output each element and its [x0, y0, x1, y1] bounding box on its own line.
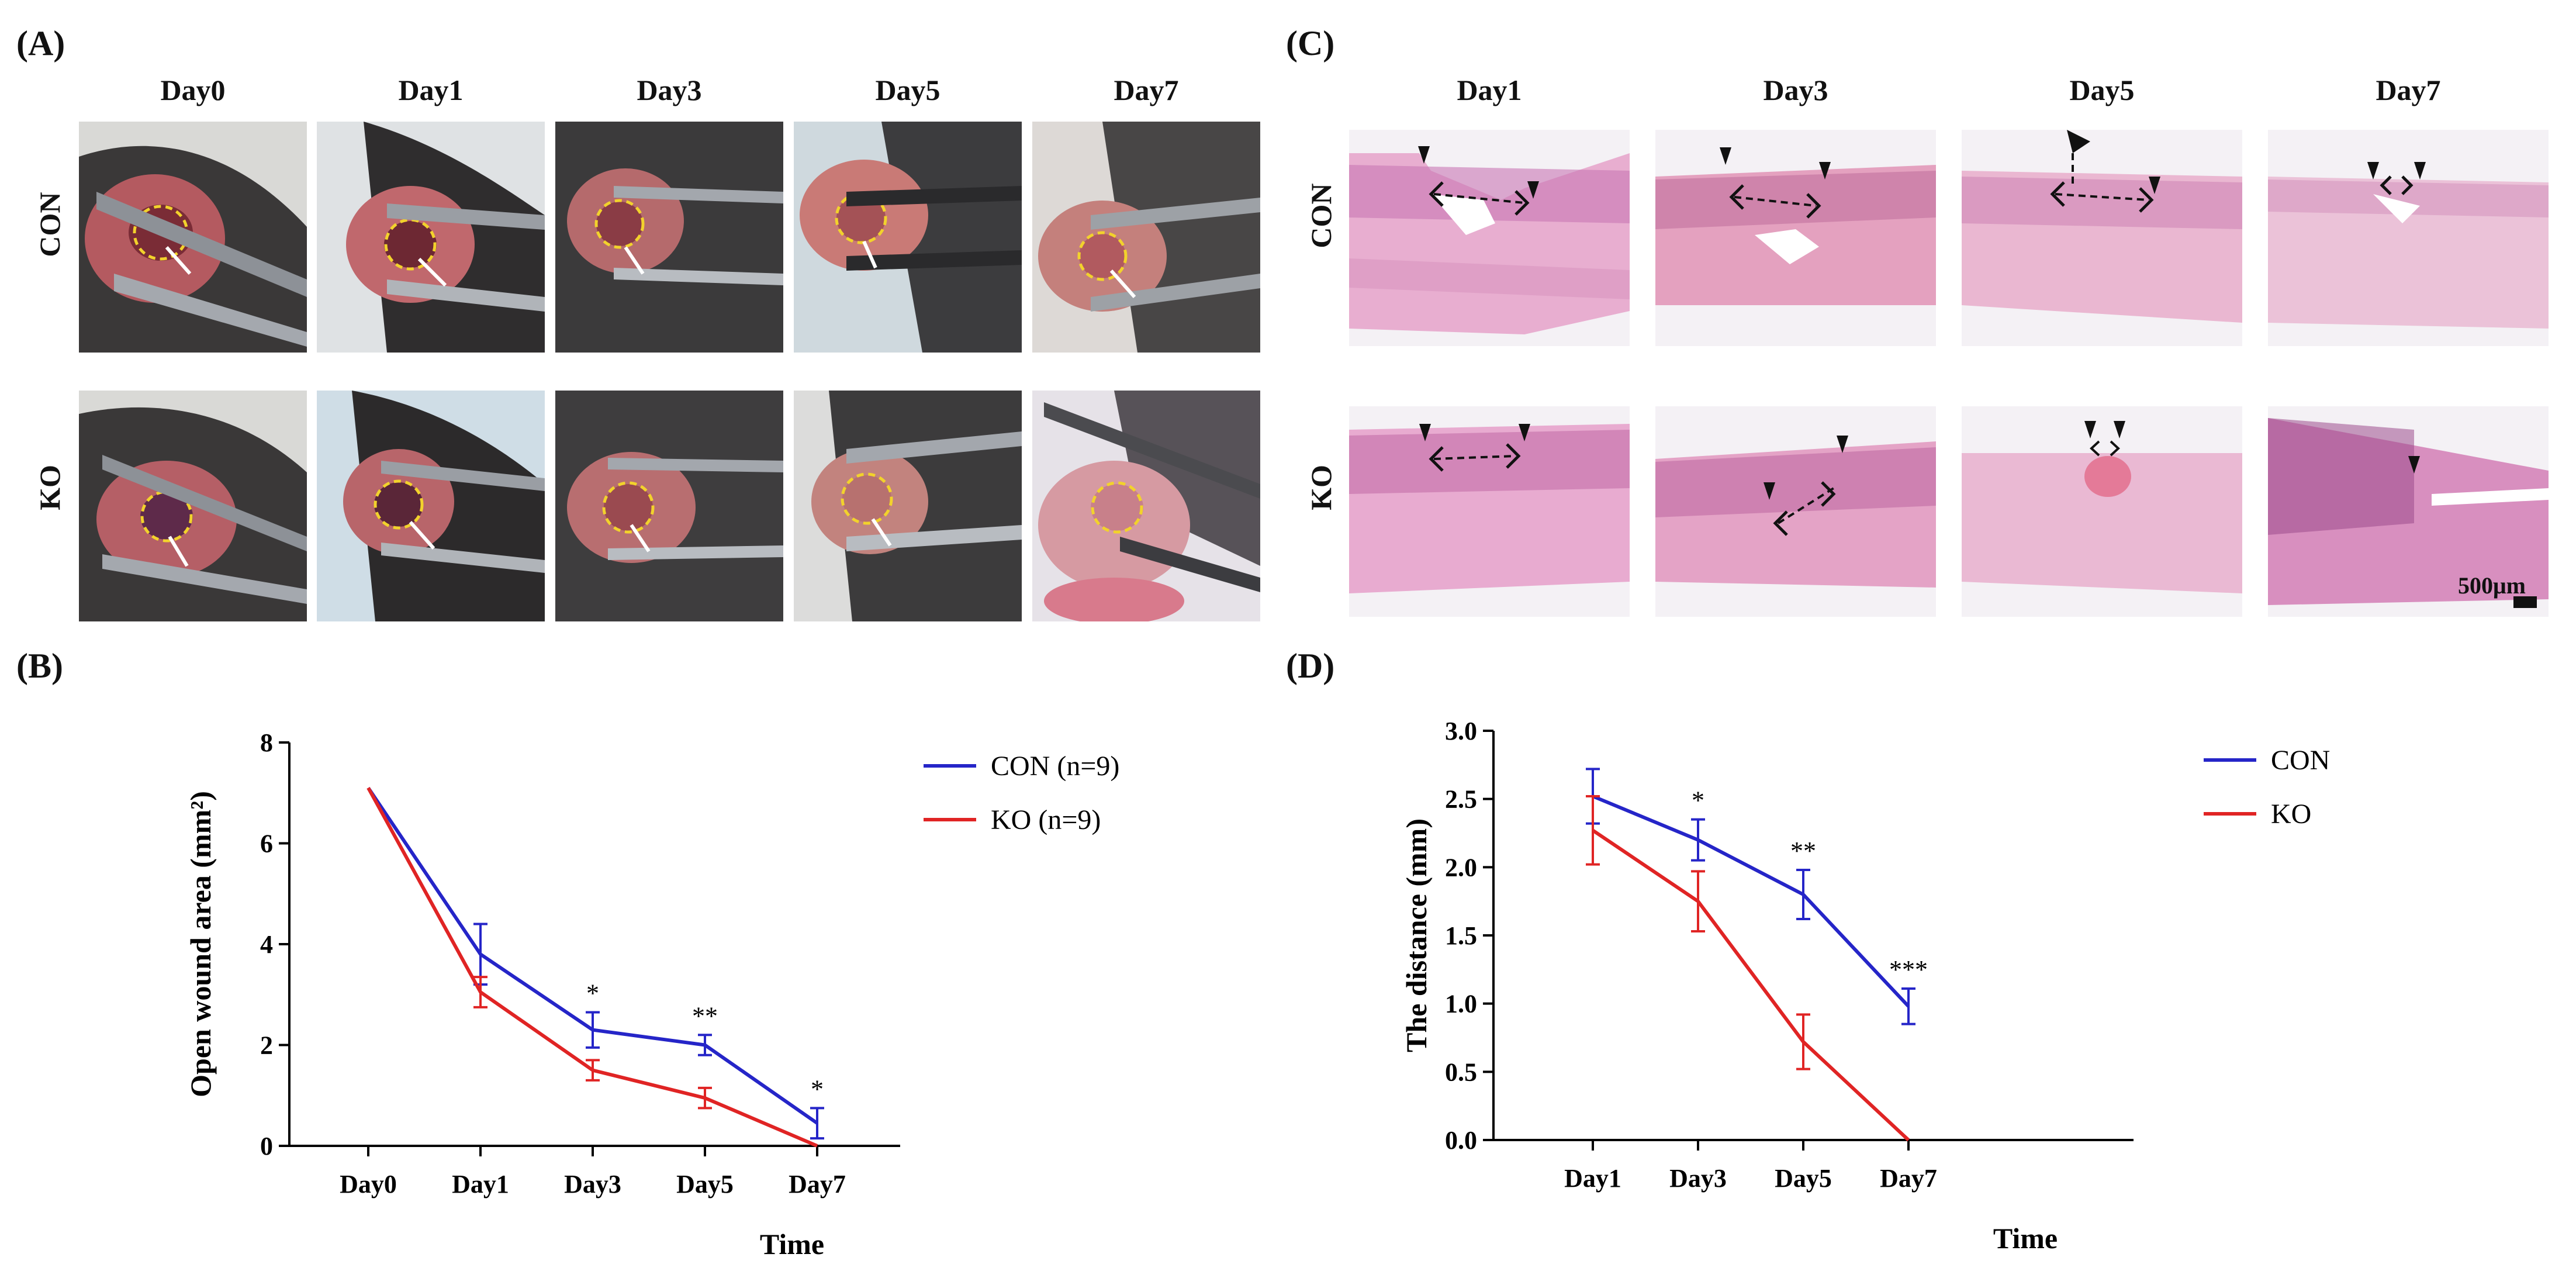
mouse-photo-ko-day1 [317, 391, 545, 621]
histology-ko-day3 [1655, 406, 1936, 617]
mouse-photo-con-day3 [555, 122, 783, 353]
x-tick-label: Day1 [1564, 1164, 1621, 1193]
y-tick-label: 0 [260, 1132, 273, 1160]
panel-c-row-con: CON [1305, 183, 1337, 248]
significance-mark: ** [1790, 837, 1816, 865]
legend-label-ko: KO (n=9) [991, 804, 1101, 835]
histology-con-day7 [2268, 130, 2549, 346]
y-tick-label: 4 [260, 930, 273, 959]
mouse-photo-ko-day7 [1032, 391, 1260, 621]
histology-ko-day1 [1349, 406, 1630, 617]
histology-con-day1 [1349, 130, 1630, 346]
panel-c-col-day1: Day1 [1457, 74, 1522, 106]
significance-mark: * [586, 979, 599, 1007]
significance-mark: *** [1889, 955, 1928, 984]
y-tick-label: 2.0 [1445, 853, 1477, 882]
panel-a-col-day0: Day0 [160, 74, 226, 106]
x-tick-label: Day3 [1669, 1164, 1727, 1193]
panel-c-col-day7: Day7 [2376, 74, 2441, 106]
legend-label-con: CON (n=9) [991, 751, 1119, 782]
panel-a-col-day5: Day5 [875, 74, 941, 106]
y-tick-label: 2 [260, 1031, 273, 1060]
histology-ko-day7 [2268, 406, 2549, 617]
x-axis-title: Time [1993, 1222, 2058, 1255]
panel-c-col-day5: Day5 [2069, 74, 2135, 106]
x-tick-label: Day7 [1880, 1164, 1937, 1193]
histology-con-day5 [1962, 130, 2242, 346]
x-tick-label: Day0 [340, 1170, 397, 1198]
y-tick-label: 3.0 [1445, 717, 1477, 745]
y-tick-label: 1.5 [1445, 921, 1477, 950]
x-tick-label: Day1 [452, 1170, 509, 1198]
x-tick-label: Day5 [676, 1170, 734, 1198]
series-line-ko [366, 787, 818, 1148]
y-tick-label: 0.0 [1445, 1126, 1477, 1155]
wound-distance-chart: 0.0 0.5 1.0 1.5 2.0 2.5 3.0 Day1 Day3 Day5 Day7 Tim… [1400, 717, 2330, 1255]
histology-ko-day5 [1962, 406, 2242, 617]
panel-a-col-day7: Day7 [1114, 74, 1179, 106]
scale-bar-label: 500μm [2458, 572, 2526, 599]
x-tick-label: Day7 [789, 1170, 846, 1198]
panel-a-col-day1: Day1 [398, 74, 464, 106]
series-line-ko [1592, 828, 1910, 1142]
panel-c-col-day3: Day3 [1763, 74, 1828, 106]
mouse-photo-con-day0 [79, 122, 307, 353]
panel-d-letter: (D) [1286, 647, 1335, 685]
mouse-photo-ko-day0 [79, 391, 307, 621]
significance-mark: * [1692, 786, 1704, 815]
y-tick-label: 8 [260, 728, 273, 757]
legend-label-con: CON [2271, 745, 2330, 776]
mouse-photo-ko-day5 [794, 391, 1022, 621]
panel-a-col-day3: Day3 [637, 74, 702, 106]
significance-mark: * [811, 1075, 824, 1103]
panel-a-letter: (A) [16, 24, 65, 63]
mouse-photo-con-day1 [317, 122, 545, 353]
histology-con-day3 [1655, 130, 1936, 346]
series-line-con [1592, 795, 1910, 1008]
y-tick-label: 1.0 [1445, 990, 1477, 1018]
wound-area-chart: 0 2 4 6 8 Day0 Day1 Day3 Day5 Day7 Time Open wound … [184, 728, 1119, 1260]
x-axis-title: Time [760, 1228, 824, 1260]
legend-label-ko: KO [2271, 799, 2311, 830]
y-tick-label: 0.5 [1445, 1058, 1477, 1086]
panel-c-letter: (C) [1286, 24, 1335, 63]
significance-mark: ** [692, 1001, 718, 1030]
panel-c-row-ko: KO [1305, 465, 1337, 510]
mouse-photo-con-day5 [794, 122, 1022, 353]
mouse-photo-con-day7 [1032, 122, 1260, 353]
x-tick-label: Day3 [564, 1170, 621, 1198]
panel-b-letter: (B) [16, 647, 63, 685]
x-tick-label: Day5 [1775, 1164, 1832, 1193]
y-tick-label: 2.5 [1445, 785, 1477, 814]
panel-a-row-con: CON [33, 192, 66, 257]
mouse-photo-ko-day3 [555, 391, 783, 621]
y-tick-label: 6 [260, 830, 273, 858]
panel-a-row-ko: KO [33, 465, 66, 510]
y-axis-title: The distance (mm) [1400, 818, 1433, 1052]
y-axis-title: Open wound area (mm²) [184, 791, 217, 1097]
